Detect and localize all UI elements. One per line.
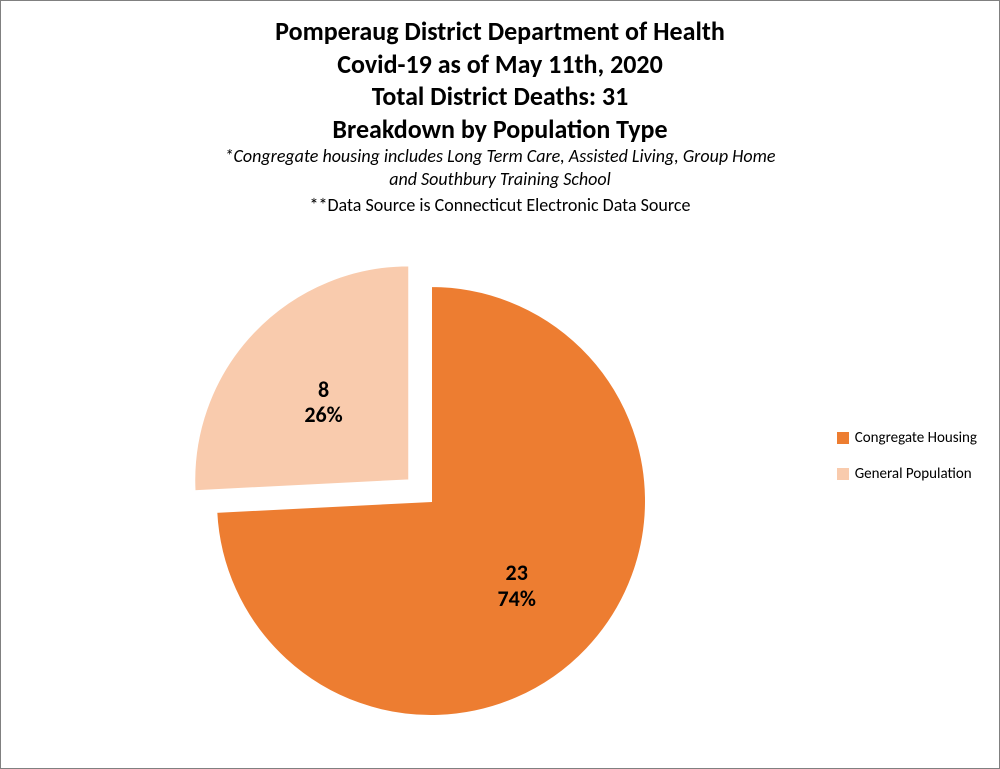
footnote-1-line-1: *Congregate housing includes Long Term C… xyxy=(1,145,999,168)
footnote-2: **Data Source is Connecticut Electronic … xyxy=(1,194,999,217)
legend-swatch-general xyxy=(837,468,849,480)
slice-label-congregate: 23 74% xyxy=(477,560,557,611)
footnote-1-line-2: and Southbury Training School xyxy=(1,168,999,191)
legend-label-congregate: Congregate Housing xyxy=(855,429,977,447)
slice-percent-congregate: 74% xyxy=(477,586,557,611)
title-line-3: Total District Deaths: 31 xyxy=(1,80,999,113)
title-line-1: Pomperaug District Department of Health xyxy=(1,15,999,48)
slice-percent-general: 26% xyxy=(284,402,364,427)
legend-label-general: General Population xyxy=(855,465,972,483)
chart-frame: Pomperaug District Department of Health … xyxy=(0,0,1000,769)
pie-svg xyxy=(176,246,686,756)
legend-swatch-congregate xyxy=(837,432,849,444)
legend-item-general: General Population xyxy=(837,465,977,483)
title-line-2: Covid-19 as of May 11th, 2020 xyxy=(1,48,999,81)
title-line-4: Breakdown by Population Type xyxy=(1,113,999,146)
pie-chart xyxy=(176,246,686,761)
legend: Congregate Housing General Population xyxy=(837,429,977,501)
slice-value-congregate: 23 xyxy=(477,560,557,585)
legend-item-congregate: Congregate Housing xyxy=(837,429,977,447)
slice-value-general: 8 xyxy=(284,377,364,402)
slice-label-general: 8 26% xyxy=(284,377,364,428)
title-block: Pomperaug District Department of Health … xyxy=(1,1,999,217)
